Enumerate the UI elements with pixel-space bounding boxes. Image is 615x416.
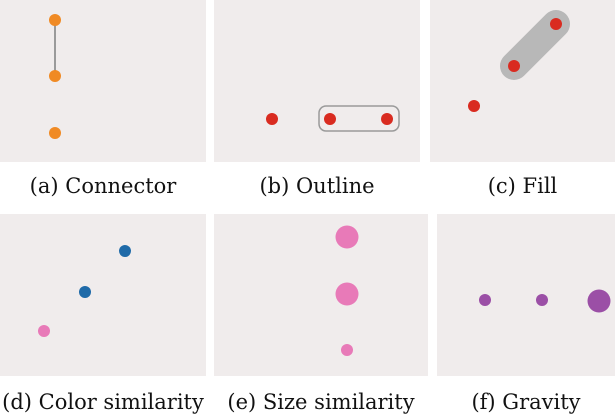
caption-connector: (a) Connector	[29, 174, 177, 198]
size-similarity-diagram	[335, 225, 359, 356]
pink-dot-large	[335, 225, 359, 249]
fill-shape	[500, 10, 570, 80]
pink-dot-small	[341, 344, 353, 356]
panel-outline	[214, 0, 420, 162]
purple-dot	[479, 294, 491, 306]
red-dot	[266, 113, 278, 125]
red-dot	[324, 113, 336, 125]
red-dot	[508, 60, 520, 72]
gravity-diagram	[479, 289, 611, 313]
orange-dot	[49, 70, 61, 82]
panel-fill	[430, 0, 615, 162]
red-dot	[468, 100, 480, 112]
panel-gravity	[437, 214, 615, 376]
color-similarity-diagram	[38, 245, 131, 337]
caption-fill: (c) Fill	[487, 174, 558, 198]
panel-connector	[0, 0, 206, 162]
red-dot	[381, 113, 393, 125]
orange-dot	[49, 14, 61, 26]
caption-size-similarity: (e) Size similarity	[227, 390, 415, 414]
caption-gravity: (f) Gravity	[471, 390, 581, 414]
fill-diagram	[468, 10, 570, 112]
panel-size-similarity	[214, 214, 428, 376]
caption-outline: (b) Outline	[259, 174, 375, 198]
red-dot	[550, 18, 562, 30]
outline-diagram	[266, 105, 400, 132]
pink-dot	[38, 325, 50, 337]
panel-color-similarity	[0, 214, 206, 376]
purple-dot-large	[587, 289, 611, 313]
connector-diagram	[49, 14, 61, 139]
blue-dot	[79, 286, 91, 298]
purple-dot	[536, 294, 548, 306]
caption-color-similarity: (d) Color similarity	[2, 390, 204, 414]
orange-dot	[49, 127, 61, 139]
blue-dot	[119, 245, 131, 257]
outline-shape	[318, 105, 400, 132]
pink-dot-large	[335, 282, 359, 306]
